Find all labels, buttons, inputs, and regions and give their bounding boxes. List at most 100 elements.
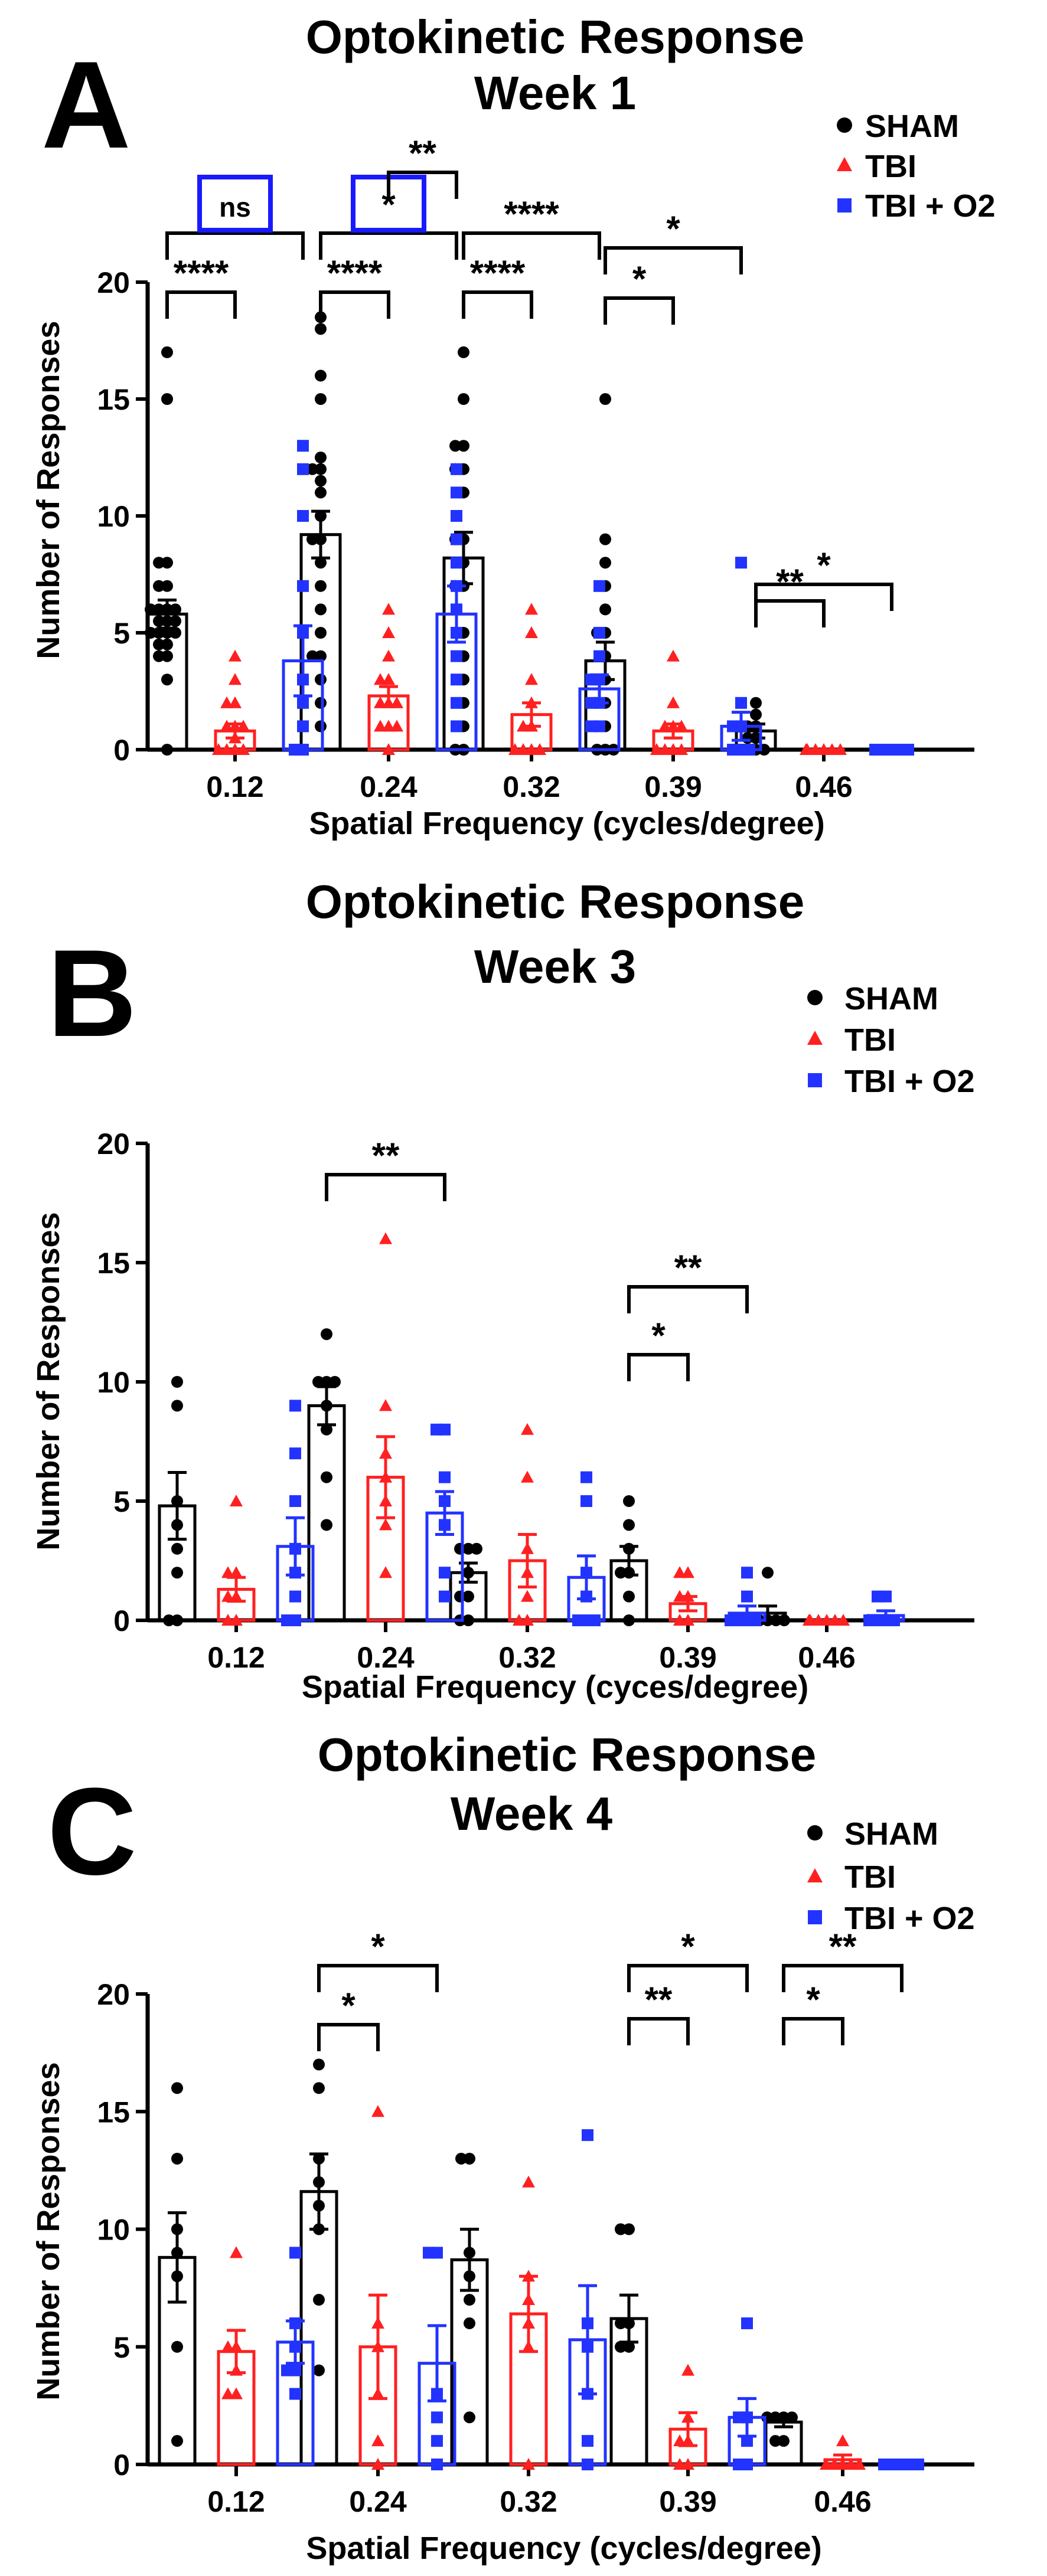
point-sham [161, 346, 173, 358]
point-tbi [667, 743, 680, 755]
significance-bracket [604, 246, 743, 274]
legend-marker-tbi-o2 [808, 1073, 822, 1087]
point-sham [171, 1567, 183, 1579]
x-axis-label: Spatial Frequency (cycles/degree) [309, 806, 824, 841]
x-tick-label: 0.12 [206, 770, 263, 803]
point-tbi [379, 1470, 392, 1483]
point-sham [171, 2435, 183, 2447]
point-tbi [836, 2458, 849, 2470]
point-tbi-o2 [297, 720, 309, 733]
point-tbi-o2 [580, 1567, 592, 1579]
point-sham [171, 2223, 183, 2235]
point-sham [315, 463, 327, 475]
point-sham [153, 627, 165, 639]
point-tbi [650, 743, 663, 755]
point-tbi [220, 720, 233, 732]
x-tick-label: 0.39 [644, 770, 702, 803]
point-tbi [820, 1614, 833, 1626]
point-sham [315, 650, 327, 662]
point-sham [171, 1519, 183, 1531]
y-tick-label: 10 [97, 2214, 130, 2247]
point-tbi [820, 2458, 833, 2470]
significance-bracket [317, 2023, 380, 2051]
point-tbi-o2 [593, 580, 605, 592]
point-sham [770, 1614, 782, 1626]
significance-label: **** [174, 253, 229, 293]
point-sham [769, 2411, 781, 2424]
point-tbi-o2 [735, 697, 747, 709]
point-tbi-o2 [451, 720, 462, 733]
point-sham [313, 2199, 325, 2212]
point-tbi [371, 2458, 384, 2470]
point-tbi [681, 2363, 694, 2376]
point-sham [153, 638, 165, 650]
point-sham [313, 2082, 325, 2094]
x-tick-label: 0.46 [795, 770, 852, 803]
point-sham [623, 2340, 635, 2353]
point-sham [750, 708, 762, 721]
legend-label-sham: SHAM [865, 109, 959, 144]
x-tick-label: 0.12 [207, 2485, 265, 2518]
point-sham [458, 440, 469, 452]
point-tbi-o2 [888, 1614, 900, 1626]
point-tbi-o2 [281, 2364, 293, 2376]
point-tbi [521, 1542, 534, 1554]
significance-bracket [604, 296, 675, 325]
point-tbi-o2 [572, 1614, 584, 1626]
point-sham [464, 2247, 475, 2259]
panel-letter: A [41, 35, 131, 174]
point-sham [161, 650, 173, 662]
point-tbi-o2 [289, 2247, 301, 2259]
point-tbi [673, 2458, 686, 2470]
point-tbi [525, 743, 538, 755]
chart-subtitle: Week 1 [474, 67, 636, 119]
point-sham [315, 627, 327, 639]
point-tbi [521, 1423, 534, 1435]
point-sham [306, 533, 318, 545]
point-sham [599, 603, 611, 616]
significance-label: ns [219, 192, 251, 223]
point-sham [161, 674, 173, 686]
point-tbi-o2 [451, 486, 462, 499]
point-tbi [673, 1614, 686, 1626]
point-tbi-o2 [589, 1614, 601, 1626]
point-tbi-o2 [749, 1614, 761, 1626]
point-tbi [221, 2340, 234, 2352]
point-tbi [681, 1590, 694, 1602]
point-tbi [836, 2434, 849, 2447]
panel-b: B Optokinetic Response Week 3 SHAM TBI T… [31, 875, 975, 1705]
point-tbi [379, 1566, 392, 1578]
point-tbi-o2 [439, 1471, 451, 1483]
point-tbi [817, 743, 830, 755]
point-tbi [371, 2434, 384, 2447]
point-tbi [230, 1566, 243, 1578]
point-tbi [522, 2458, 535, 2470]
point-sham [169, 603, 181, 616]
point-tbi [829, 1614, 841, 1626]
significance-bracket [627, 1353, 690, 1381]
panel-c: C Optokinetic Response Week 4 SHAM TBI T… [31, 1728, 975, 2566]
point-tbi [230, 2340, 243, 2352]
point-tbi-o2 [451, 463, 462, 475]
point-sham [462, 1567, 474, 1579]
significance-label: ** [674, 1248, 702, 1287]
point-tbi [382, 603, 395, 615]
point-tbi-o2 [869, 744, 881, 756]
point-tbi [521, 1566, 534, 1578]
point-tbi [525, 603, 538, 615]
point-sham [329, 1376, 341, 1388]
legend: SHAM TBI TBI + O2 [837, 109, 996, 224]
point-tbi-o2 [289, 1495, 301, 1507]
point-tbi-o2 [289, 2388, 301, 2400]
point-tbi [803, 1614, 816, 1626]
significance-label: ** [829, 1927, 857, 1966]
point-sham [169, 627, 181, 639]
x-tick-label: 0.24 [349, 2485, 407, 2518]
point-tbi-o2 [580, 1471, 592, 1483]
point-tbi-o2 [431, 2388, 443, 2400]
point-tbi [800, 743, 813, 755]
point-tbi [379, 1518, 392, 1531]
point-sham [599, 533, 611, 545]
point-sham [623, 2223, 635, 2235]
